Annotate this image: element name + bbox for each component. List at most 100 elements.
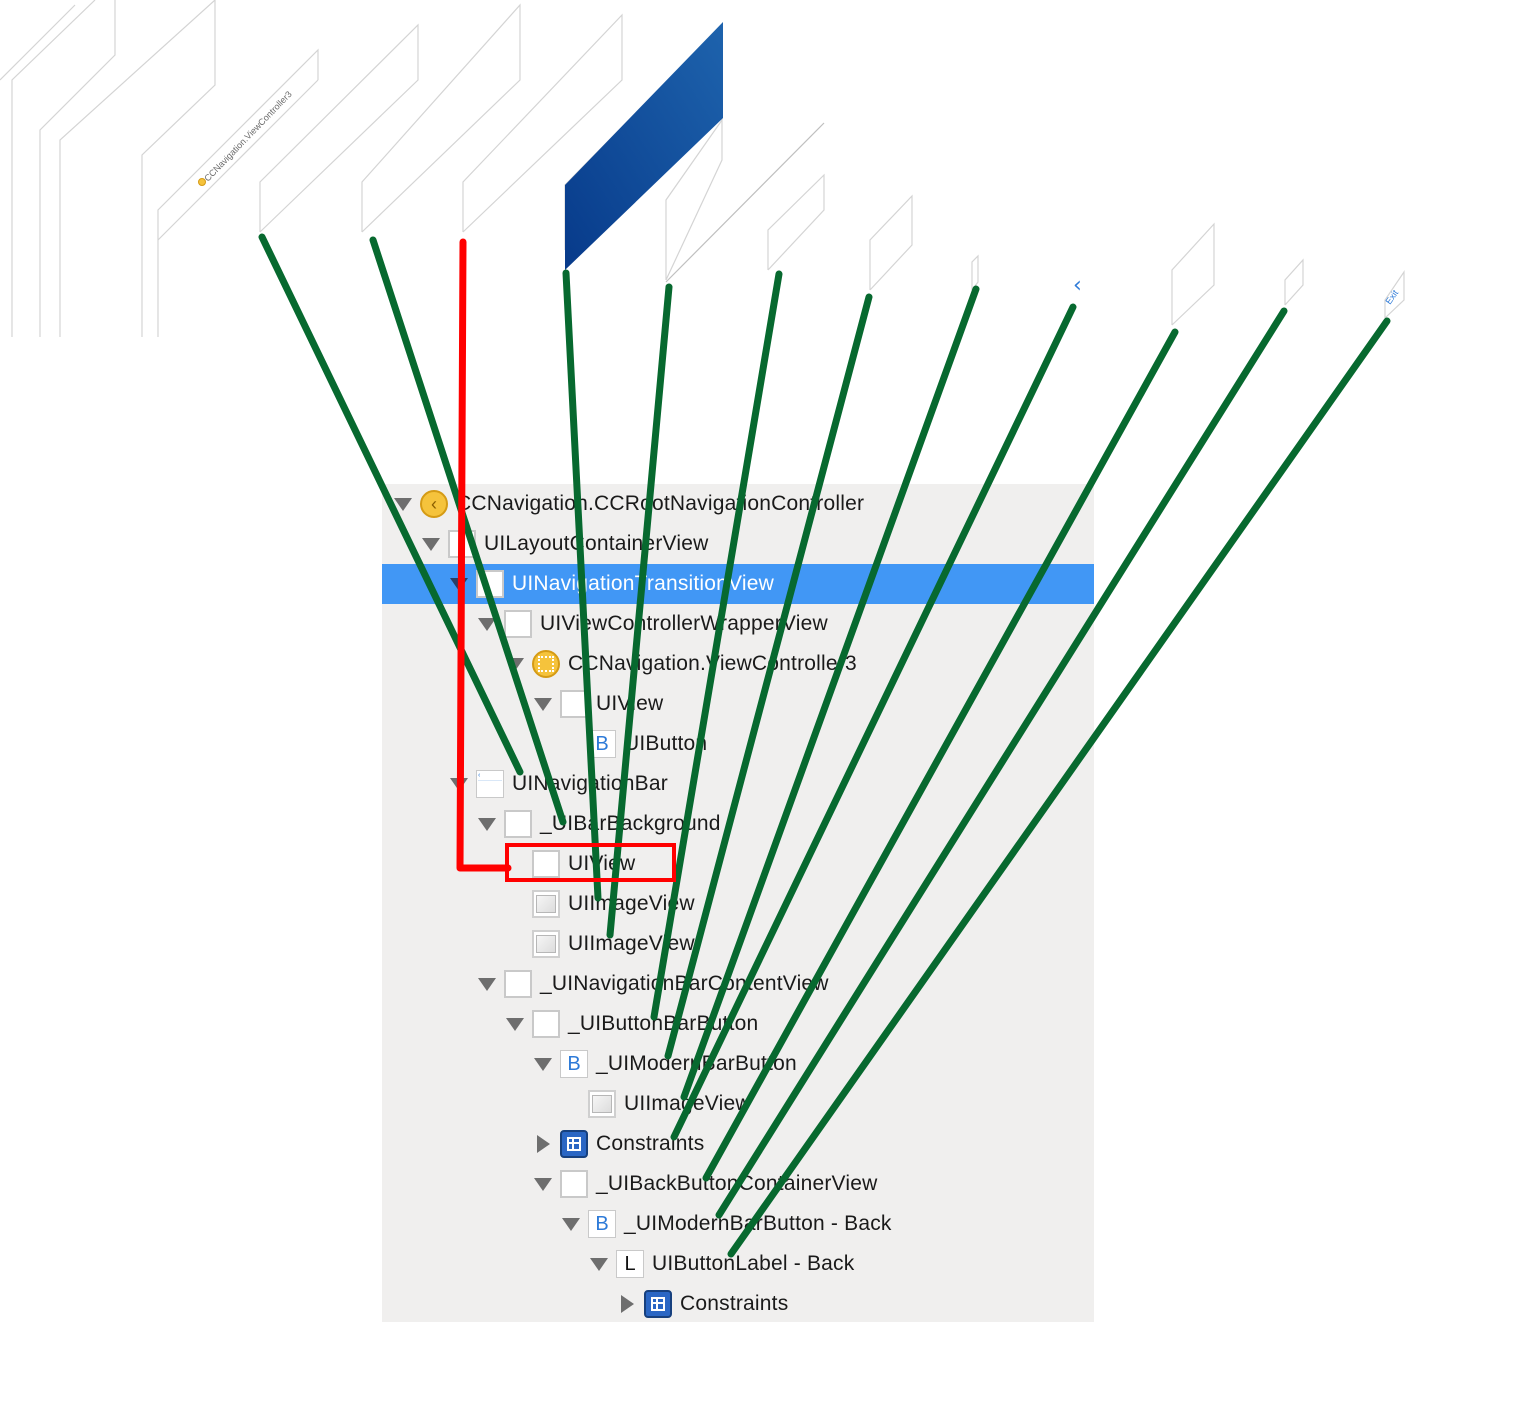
layer-outline: [665, 118, 723, 281]
tree-row[interactable]: _UIBarBackground: [382, 804, 1094, 844]
navigation-bar-background-layer: [565, 22, 723, 270]
tree-row[interactable]: B _UIModernBarButton: [382, 1044, 1094, 1084]
disclosure-collapsed-icon[interactable]: [534, 1135, 552, 1153]
disclosure-expanded-icon[interactable]: [506, 1015, 524, 1033]
layer-outline: [39, 0, 116, 337]
button-icon: B: [560, 1050, 588, 1078]
layer-outline: [259, 23, 419, 233]
tree-row-label: _UIButtonBarButton: [568, 1012, 759, 1035]
tree-row[interactable]: B _UIModernBarButton - Back: [382, 1204, 1094, 1244]
tree-row[interactable]: UIView: [382, 684, 1094, 724]
image-view-icon: [532, 930, 560, 958]
layer-outline: [157, 48, 319, 337]
tree-row-label: Constraints: [596, 1132, 705, 1155]
tree-row-label: CCNavigation.CCRootNavigationController: [456, 492, 865, 515]
disclosure-spacer: [562, 1095, 580, 1113]
tree-row-label: _UIModernBarButton - Back: [624, 1212, 892, 1235]
disclosure-spacer: [562, 735, 580, 753]
disclosure-expanded-icon[interactable]: [394, 495, 412, 513]
view-icon: [504, 610, 532, 638]
tree-row-label: UINavigationTransitionView: [512, 572, 774, 595]
tree-row-label: UIView: [596, 692, 664, 715]
view-controller-icon: [532, 650, 560, 678]
disclosure-expanded-icon[interactable]: [450, 775, 468, 793]
view-icon: [448, 530, 476, 558]
image-view-icon: [532, 890, 560, 918]
disclosure-expanded-icon[interactable]: [506, 655, 524, 673]
image-view-icon: [588, 1090, 616, 1118]
tree-row-label: _UIModernBarButton: [596, 1052, 797, 1075]
constraints-icon: [560, 1130, 588, 1158]
button-icon: B: [588, 1210, 616, 1238]
view-icon: [560, 1170, 588, 1198]
tree-row-label: Constraints: [680, 1292, 789, 1315]
disclosure-expanded-icon[interactable]: [422, 535, 440, 553]
tree-row[interactable]: B UIButton: [382, 724, 1094, 764]
tree-row-label: UIView: [568, 852, 636, 875]
tree-row[interactable]: Constraints: [382, 1284, 1094, 1324]
layer-outline: [11, 0, 96, 337]
tree-row[interactable]: UILayoutContainerView: [382, 524, 1094, 564]
disclosure-expanded-icon[interactable]: [478, 815, 496, 833]
exit-caption: Exit: [1383, 288, 1400, 306]
layer-outline: [0, 4, 76, 81]
disclosure-expanded-icon[interactable]: [478, 615, 496, 633]
tree-row-label: CCNavigation.ViewController3: [568, 652, 857, 675]
button-icon: B: [588, 730, 616, 758]
disclosure-expanded-icon[interactable]: [450, 575, 468, 593]
layer-outline: [1384, 270, 1405, 319]
tree-row-label: UILayoutContainerView: [484, 532, 709, 555]
controller-caption: CCNavigation.ViewController3: [202, 89, 294, 183]
back-chevron-glyph: ‹: [1073, 273, 1082, 298]
disclosure-spacer: [506, 855, 524, 873]
tree-row-label: UIButtonLabel - Back: [652, 1252, 855, 1275]
tree-row-label: UIImageView: [568, 932, 695, 955]
layer-outline: [157, 79, 319, 241]
view-icon: [504, 810, 532, 838]
layer-outline: [1284, 258, 1304, 306]
disclosure-spacer: [506, 895, 524, 913]
tree-row-label: _UIBackButtonContainerView: [596, 1172, 878, 1195]
nav-controller-icon: ‹: [420, 490, 448, 518]
disclosure-expanded-icon[interactable]: [534, 1055, 552, 1073]
tree-row[interactable]: UIImageView: [382, 884, 1094, 924]
tree-row[interactable]: L UIButtonLabel - Back: [382, 1244, 1094, 1284]
disclosure-expanded-icon[interactable]: [534, 1175, 552, 1193]
tree-row[interactable]: UIImageView: [382, 1084, 1094, 1124]
tree-row-label: _UINavigationBarContentView: [540, 972, 829, 995]
tree-row[interactable]: _UIBackButtonContainerView: [382, 1164, 1094, 1204]
tree-row[interactable]: ‹ UINavigationBar: [382, 764, 1094, 804]
label-icon: L: [616, 1250, 644, 1278]
navigation-bar-icon: ‹: [476, 770, 504, 798]
tree-row[interactable]: Constraints: [382, 1124, 1094, 1164]
tree-row[interactable]: UIViewControllerWrapperView: [382, 604, 1094, 644]
layer-edge: [665, 122, 825, 283]
layer-outline: [1171, 222, 1215, 326]
disclosure-expanded-icon[interactable]: [590, 1255, 608, 1273]
tree-row-label: _UIBarBackground: [540, 812, 721, 835]
layer-outline: [767, 173, 825, 271]
layer-outline: [59, 0, 216, 337]
disclosure-expanded-icon[interactable]: [534, 695, 552, 713]
disclosure-collapsed-icon[interactable]: [618, 1295, 636, 1313]
layer-outline: [462, 13, 623, 233]
view-hierarchy-outline: ‹ CCNavigation.CCRootNavigationController…: [382, 484, 1094, 1322]
layer-outline: [141, 0, 216, 337]
tree-row[interactable]: UIView: [382, 844, 1094, 884]
view-icon: [560, 690, 588, 718]
tree-row[interactable]: UINavigationTransitionView: [382, 564, 1094, 604]
disclosure-expanded-icon[interactable]: [562, 1215, 580, 1233]
tree-row[interactable]: UIImageView: [382, 924, 1094, 964]
tree-row-label: UIImageView: [624, 1092, 751, 1115]
tree-row[interactable]: _UIButtonBarButton: [382, 1004, 1094, 1044]
tree-row[interactable]: _UINavigationBarContentView: [382, 964, 1094, 1004]
tree-row[interactable]: ‹ CCNavigation.CCRootNavigationController: [382, 484, 1094, 524]
view-icon: [504, 970, 532, 998]
view-icon: [476, 570, 504, 598]
controller-caption-icon: [198, 178, 206, 186]
disclosure-spacer: [506, 935, 524, 953]
disclosure-expanded-icon[interactable]: [478, 975, 496, 993]
tree-row[interactable]: CCNavigation.ViewController3: [382, 644, 1094, 684]
tree-row-label: UINavigationBar: [512, 772, 668, 795]
